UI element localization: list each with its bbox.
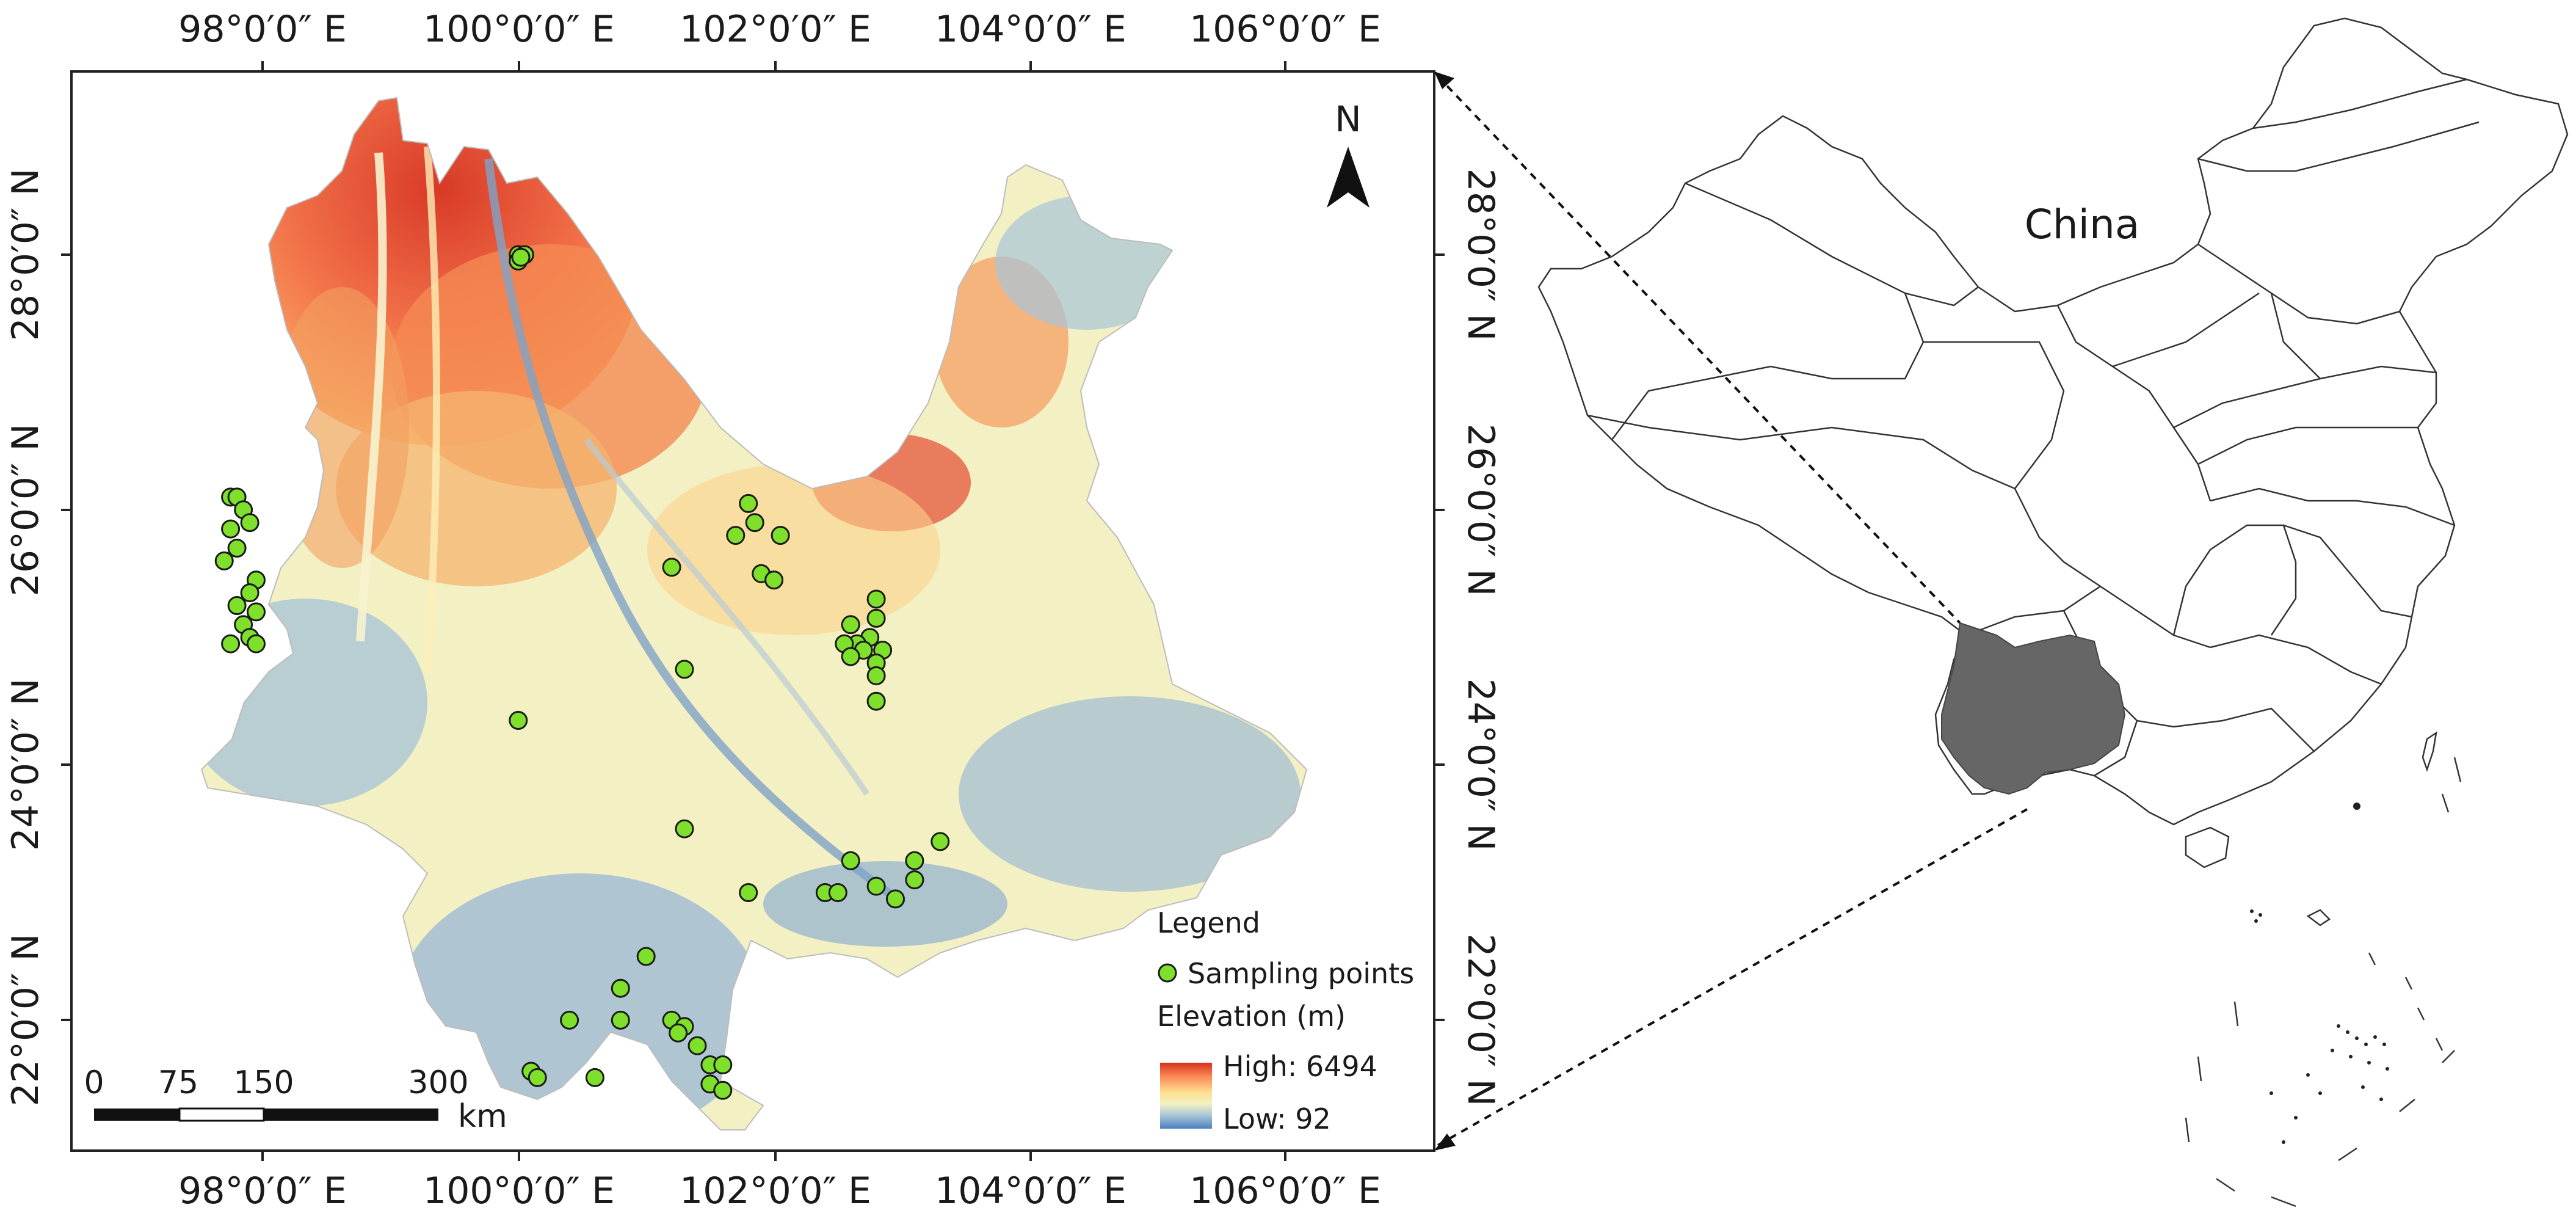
right-lat-label: 24°0′0″ N bbox=[1459, 679, 1502, 851]
top-lon-label: 102°0′0″ E bbox=[680, 8, 871, 51]
bottom-lon-label: 102°0′0″ E bbox=[680, 1170, 871, 1212]
scale-tick-label: 300 bbox=[408, 1065, 468, 1101]
sampling-point bbox=[675, 819, 694, 839]
sampling-point bbox=[905, 851, 924, 870]
inset-connectors bbox=[1437, 75, 2028, 1146]
bottom-lon-label: 98°0′0″ E bbox=[178, 1170, 347, 1212]
sampling-point bbox=[675, 660, 694, 679]
legend-points-label: Sampling points bbox=[1188, 957, 1414, 990]
connector-arrowhead bbox=[1434, 71, 1454, 89]
sampling-point bbox=[764, 570, 784, 590]
legend-title: Legend bbox=[1157, 906, 1260, 939]
sampling-point bbox=[866, 876, 886, 896]
sampling-point bbox=[560, 1010, 579, 1030]
sampling-point bbox=[713, 1080, 733, 1100]
sampling-point bbox=[866, 666, 886, 685]
north-arrow: N bbox=[1327, 98, 1370, 208]
sampling-point bbox=[905, 870, 924, 890]
right-lat-label: 22°0′0″ N bbox=[1459, 934, 1502, 1107]
scale-unit-label: km bbox=[458, 1098, 507, 1135]
sampling-point bbox=[240, 513, 259, 533]
legend: Legend Sampling points Elevation (m) Hig… bbox=[1157, 906, 1414, 1135]
sampling-point bbox=[828, 883, 847, 902]
top-lon-label: 104°0′0″ E bbox=[935, 8, 1127, 51]
china-inset-map bbox=[1537, 17, 2569, 826]
left-latitude-labels: 28°0′0″ N 26°0′0″ N 24°0′0″ N 22°0′0″ N bbox=[4, 169, 47, 1107]
elevation-color-ramp bbox=[1160, 1063, 1212, 1129]
sampling-point bbox=[739, 493, 758, 513]
sampling-point bbox=[739, 883, 758, 902]
sampling-point bbox=[771, 526, 790, 545]
legend-high-label: High: 6494 bbox=[1223, 1050, 1377, 1083]
left-lat-label: 24°0′0″ N bbox=[4, 679, 47, 851]
sampling-point bbox=[509, 711, 528, 730]
sampling-point bbox=[662, 558, 681, 577]
sampling-point bbox=[247, 602, 266, 622]
sampling-point bbox=[866, 691, 886, 711]
inset-country-label: China bbox=[2025, 201, 2140, 248]
sampling-point bbox=[227, 596, 247, 615]
sampling-point bbox=[866, 589, 886, 609]
bottom-longitude-labels: 98°0′0″ E 100°0′0″ E 102°0′0″ E 104°0′0″… bbox=[178, 1170, 1381, 1212]
right-latitude-labels: 28°0′0″ N 26°0′0″ N 24°0′0″ N 22°0′0″ N bbox=[1459, 169, 1502, 1107]
island-dots bbox=[2250, 803, 2389, 1144]
scale-bar: 0 75 150 300 km bbox=[84, 1065, 507, 1135]
bottom-lon-label: 100°0′0″ E bbox=[423, 1170, 615, 1212]
right-lat-label: 26°0′0″ N bbox=[1459, 424, 1502, 597]
scale-segment-light bbox=[178, 1107, 265, 1122]
sampling-point bbox=[221, 519, 241, 539]
frame-ticks bbox=[61, 61, 1445, 1161]
legend-low-label: Low: 92 bbox=[1223, 1102, 1331, 1135]
sampling-point bbox=[511, 247, 531, 267]
north-arrow-label: N bbox=[1335, 98, 1361, 140]
bottom-lon-label: 106°0′0″ E bbox=[1189, 1170, 1381, 1212]
sampling-point bbox=[841, 851, 860, 870]
sampling-point bbox=[611, 978, 630, 998]
sampling-point bbox=[713, 1055, 733, 1074]
scale-segment-dark bbox=[264, 1109, 438, 1121]
scale-segment-dark bbox=[94, 1109, 180, 1121]
sampling-point bbox=[841, 647, 860, 666]
top-lon-label: 106°0′0″ E bbox=[1189, 8, 1381, 51]
south-china-sea-islands bbox=[2185, 731, 2462, 1207]
sampling-point bbox=[214, 551, 234, 570]
north-arrow-icon bbox=[1327, 147, 1370, 208]
sampling-point bbox=[886, 889, 905, 909]
yunnan-highlight bbox=[1941, 622, 2126, 795]
sampling-point bbox=[227, 539, 247, 558]
sampling-point bbox=[636, 947, 656, 966]
scale-tick-label: 75 bbox=[158, 1065, 198, 1101]
connector-arrowhead bbox=[1434, 1134, 1456, 1151]
top-lon-label: 100°0′0″ E bbox=[423, 8, 615, 51]
sampling-point bbox=[726, 526, 746, 545]
sampling-point bbox=[611, 1010, 630, 1030]
sampling-point bbox=[688, 1036, 707, 1055]
sampling-points-layer bbox=[214, 245, 950, 1100]
legend-elevation-title: Elevation (m) bbox=[1157, 1000, 1346, 1033]
left-lat-label: 28°0′0″ N bbox=[4, 169, 47, 341]
sampling-point bbox=[669, 1023, 688, 1043]
left-lat-label: 26°0′0″ N bbox=[4, 424, 47, 597]
scale-tick-label: 150 bbox=[233, 1065, 294, 1101]
sampling-point bbox=[221, 634, 241, 654]
top-longitude-labels: 98°0′0″ E 100°0′0″ E 102°0′0″ E 104°0′0″… bbox=[178, 8, 1381, 51]
sampling-point bbox=[866, 608, 886, 628]
top-lon-label: 98°0′0″ E bbox=[178, 8, 347, 51]
legend-point-icon bbox=[1158, 963, 1177, 983]
scale-tick-label: 0 bbox=[84, 1065, 104, 1101]
sampling-point bbox=[931, 832, 950, 851]
sampling-point bbox=[585, 1068, 604, 1087]
hainan-island bbox=[2185, 826, 2230, 868]
sampling-point bbox=[841, 615, 860, 635]
bottom-lon-label: 104°0′0″ E bbox=[935, 1170, 1127, 1212]
sampling-point bbox=[240, 583, 259, 603]
sampling-point bbox=[247, 634, 266, 654]
right-lat-label: 28°0′0″ N bbox=[1459, 169, 1502, 341]
left-lat-label: 22°0′0″ N bbox=[4, 934, 47, 1107]
sampling-point bbox=[745, 513, 764, 533]
sampling-point bbox=[528, 1068, 547, 1087]
